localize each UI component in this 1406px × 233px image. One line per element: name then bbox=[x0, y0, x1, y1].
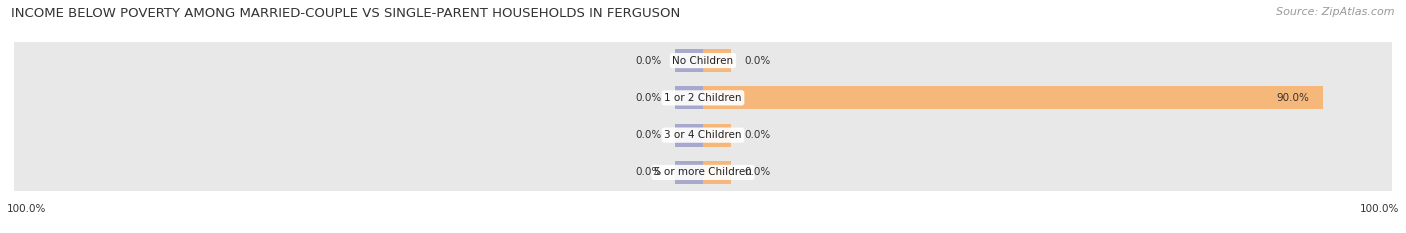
Text: 0.0%: 0.0% bbox=[636, 130, 662, 140]
Bar bbox=[14, 42, 1392, 79]
Bar bbox=[675, 123, 703, 147]
Bar bbox=[675, 161, 703, 184]
Bar bbox=[14, 116, 1392, 154]
Text: 100.0%: 100.0% bbox=[7, 204, 46, 214]
Text: 5 or more Children: 5 or more Children bbox=[654, 168, 752, 177]
Text: 3 or 4 Children: 3 or 4 Children bbox=[664, 130, 742, 140]
Text: Source: ZipAtlas.com: Source: ZipAtlas.com bbox=[1277, 7, 1395, 17]
Bar bbox=[703, 49, 731, 72]
Text: 100.0%: 100.0% bbox=[1360, 204, 1399, 214]
Text: 90.0%: 90.0% bbox=[1277, 93, 1309, 103]
Bar bbox=[703, 161, 731, 184]
Text: INCOME BELOW POVERTY AMONG MARRIED-COUPLE VS SINGLE-PARENT HOUSEHOLDS IN FERGUSO: INCOME BELOW POVERTY AMONG MARRIED-COUPL… bbox=[11, 7, 681, 20]
Text: 0.0%: 0.0% bbox=[744, 56, 770, 65]
Text: 0.0%: 0.0% bbox=[636, 56, 662, 65]
Text: 1 or 2 Children: 1 or 2 Children bbox=[664, 93, 742, 103]
Bar bbox=[703, 123, 731, 147]
Text: No Children: No Children bbox=[672, 56, 734, 65]
Bar bbox=[703, 86, 1323, 110]
Text: 0.0%: 0.0% bbox=[744, 168, 770, 177]
Bar bbox=[675, 86, 703, 110]
Bar bbox=[675, 49, 703, 72]
Text: 0.0%: 0.0% bbox=[636, 93, 662, 103]
Bar bbox=[14, 79, 1392, 116]
Bar bbox=[14, 154, 1392, 191]
Text: 0.0%: 0.0% bbox=[744, 130, 770, 140]
Text: 0.0%: 0.0% bbox=[636, 168, 662, 177]
